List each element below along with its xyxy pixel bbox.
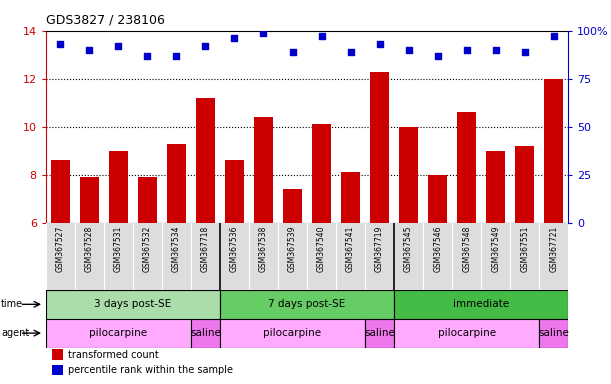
Bar [544,79,563,223]
Text: GSM367536: GSM367536 [230,225,239,272]
Bar [46,290,220,319]
Bar [370,71,389,223]
Text: GSM367540: GSM367540 [317,225,326,272]
Bar [254,117,273,223]
Text: GSM367531: GSM367531 [114,225,123,272]
Text: pilocarpine: pilocarpine [263,328,321,338]
Text: transformed count: transformed count [68,349,159,359]
Point [114,43,123,49]
Text: 3 days post-SE: 3 days post-SE [94,299,172,310]
Bar [196,98,215,223]
Text: GSM367527: GSM367527 [56,225,65,272]
Point [549,33,558,40]
Point [520,49,530,55]
Point [288,49,298,55]
Bar [283,189,302,223]
Text: GSM367551: GSM367551 [520,225,529,272]
Text: GSM367532: GSM367532 [143,225,152,272]
Text: GSM367528: GSM367528 [85,225,94,271]
Text: GSM367548: GSM367548 [462,225,471,272]
Point [172,53,181,59]
Bar [220,319,365,348]
Bar [365,319,394,348]
Text: GSM367534: GSM367534 [172,225,181,272]
Point [375,41,384,47]
Text: immediate: immediate [453,299,509,310]
Bar [457,113,476,223]
Bar [515,146,534,223]
Bar [191,319,220,348]
Point [462,47,472,53]
Text: saline: saline [190,328,221,338]
Point [258,30,268,36]
Point [200,43,210,49]
Text: pilocarpine: pilocarpine [437,328,496,338]
Bar [540,319,568,348]
Bar [138,177,157,223]
Text: percentile rank within the sample: percentile rank within the sample [68,365,233,375]
Bar [220,290,394,319]
Bar [46,319,191,348]
Text: pilocarpine: pilocarpine [89,328,147,338]
Text: GSM367718: GSM367718 [201,225,210,271]
Bar [312,124,331,223]
Point [316,33,326,40]
Bar [80,177,99,223]
Point [142,53,152,59]
Bar [341,172,360,223]
Text: GSM367549: GSM367549 [491,225,500,272]
Text: GSM367719: GSM367719 [375,225,384,272]
Point [346,49,356,55]
Bar [51,161,70,223]
Text: time: time [1,299,23,310]
Text: GSM367546: GSM367546 [433,225,442,272]
Bar [486,151,505,223]
Point [84,47,94,53]
Text: GSM367539: GSM367539 [288,225,297,272]
Text: saline: saline [364,328,395,338]
Text: agent: agent [1,328,29,338]
Text: GDS3827 / 238106: GDS3827 / 238106 [46,14,165,27]
Text: GSM367541: GSM367541 [346,225,355,272]
Point [230,35,240,41]
Bar [399,127,418,223]
Point [491,47,500,53]
Bar [109,151,128,223]
Bar [167,144,186,223]
Text: GSM367545: GSM367545 [404,225,413,272]
Bar [394,319,540,348]
Text: GSM367721: GSM367721 [549,225,558,271]
Bar [394,290,568,319]
Text: 7 days post-SE: 7 days post-SE [268,299,346,310]
Text: GSM367538: GSM367538 [259,225,268,272]
Point [56,41,65,47]
Point [433,53,442,59]
Bar [428,175,447,223]
Text: saline: saline [538,328,569,338]
Bar [225,161,244,223]
Point [404,47,414,53]
